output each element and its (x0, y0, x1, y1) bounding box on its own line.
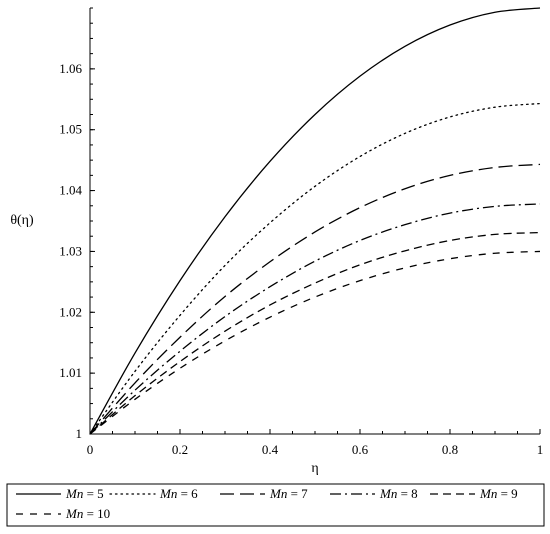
y-axis-label: θ(η) (10, 213, 34, 228)
x-axis-label: η (311, 461, 318, 476)
series-line-mn-6 (89, 102, 541, 435)
y-tick-label: 1.05 (59, 122, 82, 137)
series-line-mn-9 (89, 231, 541, 435)
y-tick-label: 1 (76, 426, 83, 441)
y-tick-label: 1.01 (59, 365, 82, 380)
legend-box (6, 483, 545, 527)
legend-label-mn-9: Mn = 9 (479, 486, 518, 501)
x-tick-label: 0.2 (172, 442, 188, 457)
series-line-mn-5 (89, 7, 541, 435)
y-tick-label: 1.03 (59, 243, 82, 258)
series-line-mn-7 (89, 163, 541, 435)
x-ticks: 0 0.2 0.4 0.6 0.8 1 (87, 429, 544, 457)
curves (89, 7, 541, 435)
legend: Mn = 5 Mn = 6 Mn = 7 Mn = 8 Mn = 9 Mn = 10 (6, 483, 545, 527)
legend-label-mn-5: Mn = 5 (65, 486, 104, 501)
x-tick-label: 0 (87, 442, 94, 457)
y-tick-label: 1.04 (59, 183, 82, 198)
y-tick-label: 1.02 (59, 304, 82, 319)
legend-label-mn-6: Mn = 6 (159, 486, 198, 501)
legend-label-mn-8: Mn = 8 (379, 486, 418, 501)
legend-label-mn-10: Mn = 10 (65, 506, 110, 521)
x-tick-label: 1 (537, 442, 544, 457)
y-ticks: 1 1.01 1.02 1.03 1.04 1.05 1.06 (59, 7, 95, 441)
series-line-mn-8 (89, 203, 541, 435)
series-line-mn-10 (89, 250, 541, 435)
x-tick-label: 0.4 (262, 442, 279, 457)
y-tick-label: 1.06 (59, 61, 82, 76)
x-tick-label: 0.6 (352, 442, 369, 457)
legend-label-mn-7: Mn = 7 (269, 486, 308, 501)
x-tick-label: 0.8 (442, 442, 458, 457)
